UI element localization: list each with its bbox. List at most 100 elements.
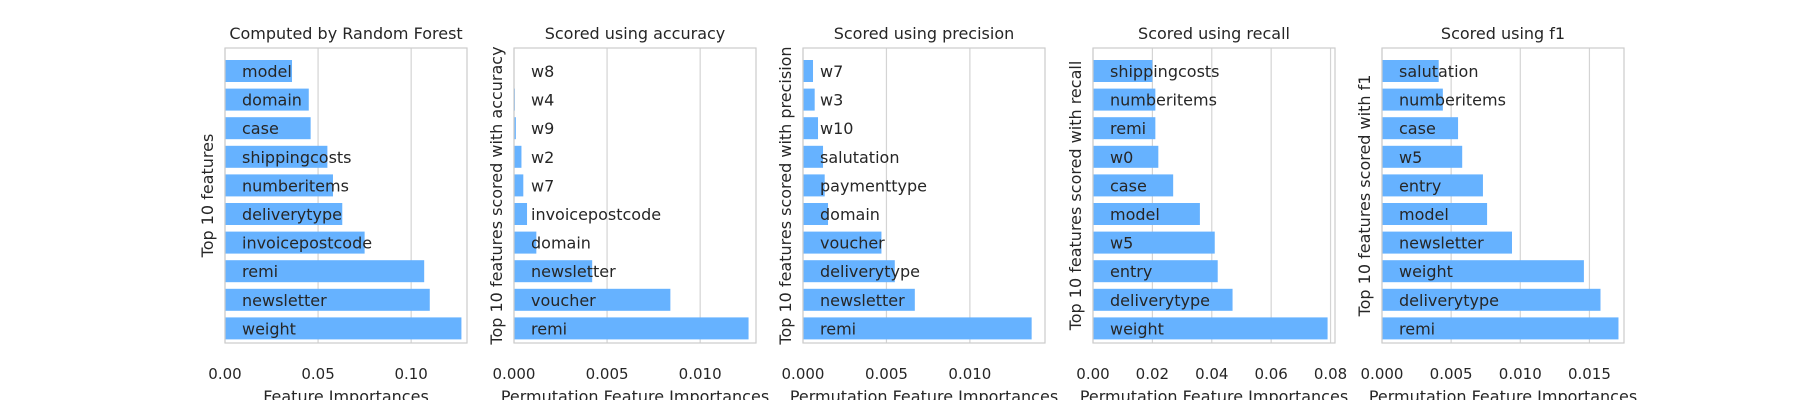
- bar: [1093, 288, 1233, 311]
- bar-label: newsletter: [242, 291, 327, 310]
- bar-label: deliverytype: [820, 262, 920, 281]
- y-axis-label: Top 10 features scored with recall: [1066, 61, 1085, 332]
- bar-label: remi: [242, 262, 278, 281]
- bar-label: salutation: [820, 148, 899, 167]
- bar: [803, 288, 915, 311]
- bar-label: deliverytype: [1399, 291, 1499, 310]
- bar: [1093, 60, 1153, 82]
- x-tick-label: 0.00: [208, 365, 241, 383]
- bar-label: w3: [820, 91, 843, 110]
- bar: [1382, 174, 1483, 197]
- x-tick-label: 0.005: [865, 365, 908, 383]
- bar: [803, 60, 814, 82]
- plot-frame: [1092, 47, 1336, 344]
- bar-label: w10: [820, 119, 853, 138]
- bar: [1093, 203, 1200, 225]
- bar: [514, 231, 537, 254]
- chart-panel-2: w7 w3 w10 salutation paymenttype domain vouche…: [776, 24, 1058, 400]
- bar-label: w4: [531, 91, 554, 110]
- bar: [514, 117, 516, 140]
- bar: [514, 317, 749, 340]
- bar: [1093, 145, 1159, 168]
- bar: [514, 288, 671, 311]
- bar: [225, 260, 425, 283]
- bar-label: invoicepostcode: [531, 205, 661, 224]
- bar-label: w7: [531, 176, 554, 195]
- bar-label: w5: [1110, 234, 1133, 253]
- chart-title: Scored using accuracy: [545, 24, 726, 43]
- bar: [1093, 117, 1156, 140]
- bar-label: remi: [1399, 319, 1435, 338]
- bar-label: model: [1110, 205, 1160, 224]
- x-tick-label: 0.015: [1568, 365, 1611, 383]
- x-tick-label: 0.000: [493, 365, 536, 383]
- x-axis-label: Permutation Feature Importances: [1080, 387, 1348, 400]
- bar: [1093, 317, 1328, 340]
- bar: [1093, 88, 1156, 111]
- x-tick-label: 0.000: [782, 365, 825, 383]
- x-axis-label: Permutation Feature Importances: [1369, 387, 1637, 400]
- chart-title: Computed by Random Forest: [229, 24, 462, 43]
- y-axis-label: Top 10 features scored with f1: [1355, 75, 1374, 318]
- x-tick-label: 0.06: [1254, 365, 1287, 383]
- bar: [1382, 231, 1512, 254]
- bar-label: domain: [242, 91, 302, 110]
- x-tick-label: 0.02: [1136, 365, 1169, 383]
- bar-label: newsletter: [531, 262, 616, 281]
- bar: [803, 231, 882, 254]
- bar: [514, 203, 528, 225]
- bar: [803, 203, 829, 225]
- bar-label: shippingcosts: [1110, 62, 1220, 81]
- bar-label: deliverytype: [242, 205, 342, 224]
- bar-label: w8: [531, 62, 554, 81]
- bar-label: model: [1399, 205, 1449, 224]
- bar: [1093, 231, 1215, 254]
- bar: [1093, 174, 1174, 197]
- bar: [225, 88, 309, 111]
- bar-label: w7: [820, 62, 843, 81]
- bar: [225, 288, 430, 311]
- bar: [225, 145, 328, 168]
- x-axis-label: Permutation Feature Importances: [501, 387, 769, 400]
- chart-panel-4: salutation numberitems case w5 entry model new…: [1355, 24, 1637, 400]
- bar-label: weight: [242, 319, 296, 338]
- bar: [225, 317, 462, 340]
- bar: [225, 231, 365, 254]
- bar-label: voucher: [531, 291, 596, 310]
- bar: [803, 88, 815, 111]
- x-tick-label: 0.00: [1076, 365, 1109, 383]
- chart-panel-1: w8 w4 w9 w2 w7 invoicepostcode domain newslette…: [487, 24, 769, 400]
- bar: [1382, 60, 1439, 82]
- bar-label: weight: [1110, 319, 1164, 338]
- bar-label: case: [1110, 176, 1147, 195]
- chart-title: Scored using recall: [1138, 24, 1290, 43]
- bar-label: w0: [1110, 148, 1133, 167]
- x-tick-label: 0.005: [586, 365, 629, 383]
- bar: [514, 145, 522, 168]
- plot-frame: [224, 47, 468, 344]
- bar: [803, 174, 825, 197]
- x-tick-label: 0.04: [1195, 365, 1228, 383]
- bar: [1093, 260, 1218, 283]
- bar: [803, 117, 819, 140]
- bar-label: deliverytype: [1110, 291, 1210, 310]
- bar-label: w5: [1399, 148, 1422, 167]
- x-tick-label: 0.010: [679, 365, 722, 383]
- bar: [1382, 288, 1601, 311]
- bar-label: case: [1399, 119, 1436, 138]
- x-tick-label: 0.10: [394, 365, 427, 383]
- bar: [1382, 145, 1463, 168]
- bar-label: w2: [531, 148, 554, 167]
- y-axis-label: Top 10 features scored with precision: [776, 46, 795, 345]
- y-axis-label: Top 10 features: [198, 134, 217, 259]
- bar-label: paymenttype: [820, 176, 927, 195]
- x-tick-label: 0.010: [948, 365, 991, 383]
- y-axis-label: Top 10 features scored with accuracy: [487, 46, 506, 345]
- bar-label: domain: [531, 234, 591, 253]
- x-tick-label: 0.05: [301, 365, 334, 383]
- bar-label: model: [242, 62, 292, 81]
- chart-panel-0: model domain case shippingcosts numberitems d…: [198, 24, 468, 400]
- bar-label: remi: [820, 319, 856, 338]
- bar: [803, 260, 895, 283]
